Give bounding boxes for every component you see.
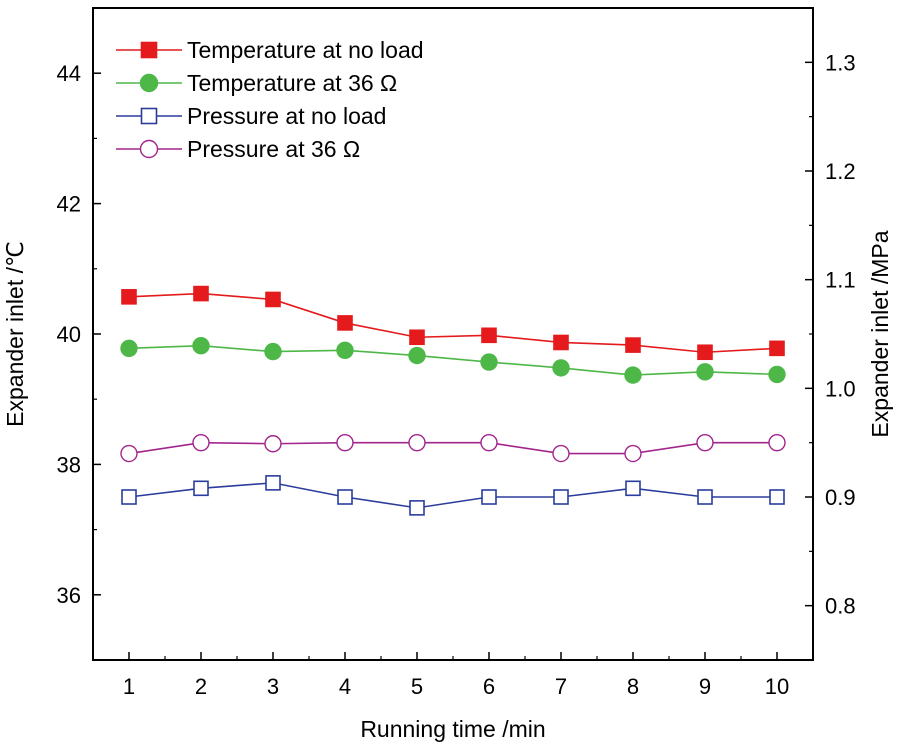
data-point <box>193 285 209 302</box>
x-tick-label: 10 <box>765 674 789 699</box>
data-point <box>697 344 713 361</box>
data-point <box>769 340 785 357</box>
y-left-tick-label: 36 <box>57 583 81 608</box>
series-1 <box>120 337 786 384</box>
series-0 <box>121 285 785 361</box>
data-point <box>120 339 138 358</box>
y-left-tick-label: 42 <box>57 192 81 217</box>
data-point <box>480 353 498 371</box>
legend-marker <box>140 107 158 125</box>
data-point <box>409 329 425 346</box>
data-point <box>552 444 570 463</box>
y-right-tick-label: 1.1 <box>825 268 856 293</box>
legend-marker <box>139 73 159 93</box>
y-right-tick-label: 0.8 <box>825 594 856 619</box>
data-point <box>337 315 353 331</box>
data-point <box>408 433 426 452</box>
series-line <box>128 292 778 354</box>
y-right-tick-label: 1.3 <box>825 50 856 75</box>
x-tick-label: 9 <box>699 674 711 699</box>
data-point <box>769 489 785 505</box>
x-tick-label: 1 <box>123 674 135 699</box>
data-point <box>192 337 210 355</box>
data-point <box>193 480 209 497</box>
x-tick-label: 8 <box>627 674 639 699</box>
y-right-tick-label: 1.2 <box>825 159 856 184</box>
y-left-tick-label: 44 <box>57 61 81 86</box>
y-left-tick-label: 40 <box>57 322 81 347</box>
data-point <box>480 433 498 452</box>
y-right-tick-label: 0.9 <box>825 485 856 510</box>
series-line <box>128 482 777 509</box>
data-point <box>121 289 137 305</box>
data-point <box>768 433 786 452</box>
data-point <box>553 489 569 505</box>
x-tick-label: 4 <box>339 674 351 699</box>
x-tick-label: 6 <box>483 674 495 699</box>
data-point <box>481 489 497 505</box>
legend-label: Pressure at no load <box>187 103 386 129</box>
x-axis-title: Running time /min <box>360 716 545 742</box>
data-point <box>697 489 713 505</box>
data-point <box>625 337 641 353</box>
series-layer <box>120 285 786 516</box>
legend-marker <box>139 139 159 159</box>
data-point <box>337 489 353 505</box>
x-tick-label: 2 <box>195 674 207 699</box>
data-point <box>768 365 786 384</box>
data-point <box>265 475 281 491</box>
data-point <box>625 480 641 497</box>
series-line <box>128 441 777 455</box>
x-tick-label: 3 <box>267 674 279 699</box>
legend-label: Pressure at 36 Ω <box>187 136 360 162</box>
data-point <box>120 444 138 463</box>
data-point <box>552 359 570 377</box>
series-line <box>128 344 778 376</box>
data-point <box>696 433 714 452</box>
data-point <box>624 444 642 463</box>
data-point <box>264 342 282 361</box>
y-right-tick-label: 1.0 <box>825 376 856 401</box>
x-tick-label: 5 <box>411 674 423 699</box>
data-point <box>336 341 354 359</box>
x-axis: 1 2 3 4 5 6 7 8 9 10 <box>123 652 789 699</box>
series-2 <box>121 475 785 516</box>
legend-marker <box>140 41 158 59</box>
legend-label: Temperature at 36 Ω <box>187 70 397 96</box>
y-left-tick-label: 38 <box>57 452 81 477</box>
series-3 <box>120 433 786 463</box>
data-point <box>192 433 210 452</box>
data-point <box>481 327 497 344</box>
legend: Temperature at no load Temperature at 36 … <box>116 37 424 162</box>
legend-label: Temperature at no load <box>187 37 424 63</box>
data-point <box>265 291 281 308</box>
data-point <box>696 363 714 381</box>
data-point <box>264 435 282 453</box>
y-axis-right-title: Expander inlet /MPa <box>867 230 893 437</box>
data-point <box>624 366 642 384</box>
data-point <box>408 346 426 365</box>
data-point <box>336 433 354 452</box>
data-point <box>121 489 137 505</box>
data-point <box>553 334 569 351</box>
y-axis-left: 36 38 40 42 44 <box>57 7 101 608</box>
data-point <box>409 500 425 516</box>
y-axis-left-title: Expander inlet /℃ <box>2 241 28 427</box>
y-axis-right: 0.8 0.9 1.0 1.1 1.2 1.3 <box>805 7 856 619</box>
x-tick-label: 7 <box>555 674 567 699</box>
